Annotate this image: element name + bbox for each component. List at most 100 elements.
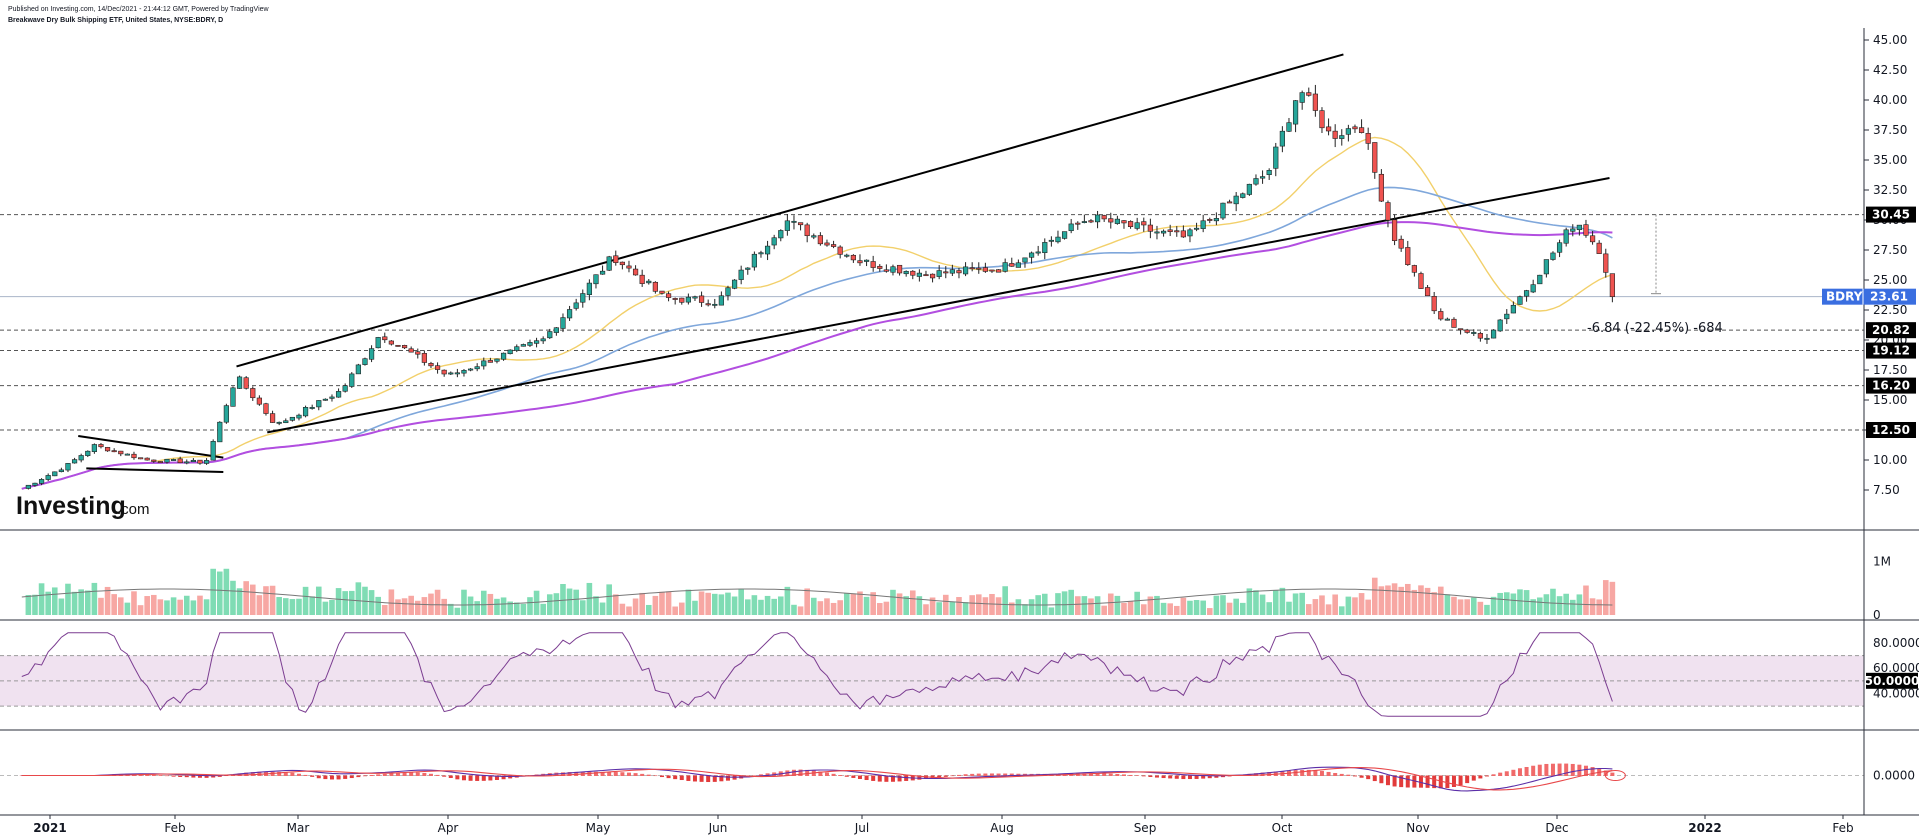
macd-histogram-bar: [620, 772, 625, 776]
volume-bar: [1332, 594, 1338, 615]
macd-tick-label: 0.0000: [1873, 769, 1915, 783]
volume-bar: [375, 596, 381, 615]
volume-bar: [982, 597, 989, 615]
volume-bar: [58, 598, 65, 615]
level-tag-bg: [1866, 206, 1916, 223]
volume-bar: [843, 592, 850, 615]
candle-body: [929, 273, 936, 279]
macd-histogram-bar: [844, 775, 849, 777]
macd-histogram-bar: [468, 775, 473, 781]
candle-body: [507, 349, 513, 355]
volume-bar: [665, 591, 672, 615]
candle-body: [718, 295, 724, 306]
volume-bar: [1101, 605, 1107, 615]
volume-bar: [1609, 581, 1616, 615]
x-tick-label: Apr: [438, 821, 459, 835]
level-tag-bg: [1866, 322, 1916, 339]
macd-histogram-bar: [171, 775, 176, 777]
volume-bar: [276, 597, 282, 615]
volume-bar: [104, 586, 111, 615]
volume-bar: [183, 595, 190, 615]
candle-body: [91, 444, 97, 452]
candle-body: [758, 252, 764, 255]
volume-bar: [1550, 588, 1556, 615]
macd-histogram-bar: [824, 772, 829, 776]
macd-histogram-bar: [1531, 765, 1536, 776]
volume-bar: [962, 602, 969, 615]
macd-histogram-bar: [857, 775, 862, 780]
candle-body: [1233, 195, 1239, 205]
macd-histogram-bar: [640, 773, 645, 776]
x-tick-label: Nov: [1406, 821, 1429, 835]
candle-body: [1319, 110, 1325, 129]
candle-body: [289, 416, 295, 421]
volume-bar: [520, 603, 527, 615]
volume-bar: [355, 582, 362, 615]
volume-bar: [170, 597, 177, 615]
candle-body: [1385, 202, 1391, 221]
candle-body: [263, 403, 269, 414]
macd-histogram-bar: [871, 775, 876, 781]
candle-body: [45, 475, 51, 480]
candle-body: [784, 220, 790, 231]
candle-body: [632, 268, 639, 276]
volume-bar: [1530, 599, 1536, 615]
candle-body: [995, 269, 1002, 273]
macd-histogram-bar: [1451, 775, 1456, 787]
volume-bar: [1180, 597, 1187, 615]
volume-bar: [249, 584, 256, 615]
candle-body: [65, 463, 71, 471]
candle-body: [1510, 304, 1516, 314]
macd-histogram-bar: [917, 775, 922, 780]
volume-bar: [659, 591, 665, 615]
candle-body: [1213, 218, 1219, 222]
macd-histogram-bar: [349, 775, 354, 779]
volume-bar: [1556, 596, 1563, 615]
macd-histogram-bar: [613, 772, 618, 776]
candle-body: [751, 253, 757, 268]
candle-body: [573, 302, 579, 309]
macd-histogram-bar: [673, 775, 678, 780]
last-price-symbol: BDRY: [1826, 290, 1863, 304]
candle-body: [936, 270, 942, 277]
volume-bar: [1497, 592, 1503, 615]
volume-bar: [533, 590, 540, 615]
price-tick-label: 25.00: [1873, 273, 1907, 287]
level-tag: 16.20: [1872, 379, 1910, 393]
candle-body: [38, 479, 45, 484]
chart-title: Breakwave Dry Bulk Shipping ETF, United …: [8, 17, 224, 24]
volume-bar: [1055, 593, 1061, 615]
candle-body: [1358, 127, 1365, 133]
candle-body: [1292, 100, 1299, 125]
macd-histogram-bar: [1181, 775, 1186, 780]
indicator-lines: [19, 632, 1626, 792]
volume-bar: [223, 568, 230, 615]
x-tick-label: Aug: [990, 821, 1013, 835]
volume-bar: [1589, 598, 1596, 615]
macd-histogram-bar: [428, 773, 433, 776]
candle-body: [170, 459, 177, 461]
macd-histogram-bar: [1115, 773, 1120, 776]
macd-histogram-bar: [666, 775, 671, 779]
last-price-tag-bg: [1822, 288, 1916, 305]
candle-body: [1220, 202, 1226, 219]
candle-body: [850, 254, 856, 261]
macd-histogram-bar: [1214, 775, 1219, 778]
price-tick-label: 27.50: [1873, 243, 1907, 257]
macd-histogram-bar: [1128, 774, 1133, 776]
macd-histogram-bar: [963, 774, 968, 776]
candle-body: [1167, 229, 1173, 232]
price-tick-label: 15.00: [1873, 393, 1907, 407]
macd-histogram-bar: [369, 774, 374, 776]
candle-body: [1378, 173, 1384, 202]
candle-body: [1405, 247, 1411, 265]
investing-logo: Investing .com: [16, 492, 150, 520]
volume-bar: [540, 603, 546, 615]
macd-histogram-bar: [864, 775, 869, 781]
candle-body: [1160, 230, 1167, 234]
candle-body: [626, 265, 632, 269]
candle-body: [1517, 296, 1523, 305]
candle-body: [639, 274, 645, 284]
macd-histogram-bar: [1220, 775, 1225, 778]
